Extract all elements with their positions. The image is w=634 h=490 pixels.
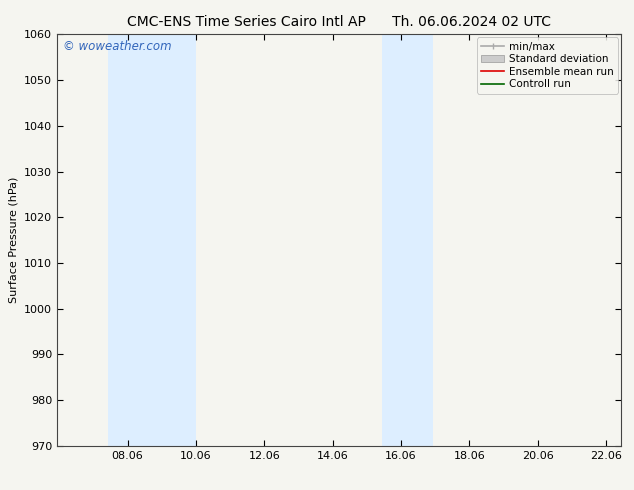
Legend: min/max, Standard deviation, Ensemble mean run, Controll run: min/max, Standard deviation, Ensemble me… bbox=[477, 37, 618, 94]
Bar bbox=[108, 34, 196, 446]
Y-axis label: Surface Pressure (hPa): Surface Pressure (hPa) bbox=[8, 177, 18, 303]
Text: © woweather.com: © woweather.com bbox=[63, 41, 171, 53]
Bar bbox=[382, 34, 433, 446]
Title: CMC-ENS Time Series Cairo Intl AP      Th. 06.06.2024 02 UTC: CMC-ENS Time Series Cairo Intl AP Th. 06… bbox=[127, 15, 551, 29]
